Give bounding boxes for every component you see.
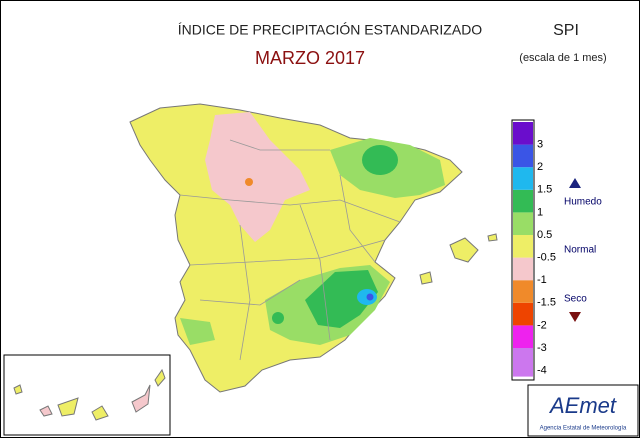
wet-spot [272, 312, 284, 324]
legend-label: -3 [537, 342, 547, 354]
legend-label: -0.5 [537, 252, 556, 264]
index-name: SPI [553, 22, 579, 39]
canary-inset [3, 354, 171, 436]
legend-swatch [513, 348, 533, 377]
wet-area-sw [180, 318, 215, 345]
balearic-island [487, 233, 498, 242]
island [57, 397, 79, 417]
legend-label: -1 [537, 274, 547, 286]
legend-swatch [513, 144, 533, 168]
legend: -4-3-2-1.5-1-0.50.511.523 Humedo Normal … [511, 119, 602, 381]
logo-agency: Agencia Estatal de Meteorología [540, 426, 627, 432]
province-borders [179, 139, 401, 361]
normal-label: Normal [564, 245, 596, 256]
legend-label: 0.5 [537, 229, 552, 241]
wet-label: Humedo [564, 197, 602, 208]
legend-label: 3 [537, 139, 543, 151]
logo-name: AEmet [548, 393, 617, 418]
dry-spot [245, 178, 253, 186]
dry-area [205, 112, 310, 242]
legend-label: -2 [537, 319, 547, 331]
legend-swatch [513, 122, 533, 145]
legend-frame [511, 119, 535, 381]
title: ÍNDICE DE PRECIPITACIÓN ESTANDARIZADO [178, 22, 483, 38]
legend-swatch [513, 189, 533, 213]
legend-label: 2 [537, 161, 543, 173]
legend-swatch [513, 280, 533, 303]
balearic-island [419, 271, 433, 285]
legend-label: 1 [537, 206, 543, 218]
inset-frame [3, 354, 171, 436]
legend-swatch [513, 325, 533, 348]
balearic-island [449, 237, 479, 263]
legend-label: -4 [537, 365, 547, 377]
dry-arrow [569, 312, 581, 322]
logo-frame [527, 384, 639, 437]
legend-swatch [513, 167, 533, 190]
legend-label: 1.5 [537, 184, 552, 196]
legend-swatch [513, 302, 533, 326]
legend-swatch [513, 257, 533, 281]
island [131, 384, 151, 413]
wet-blue [366, 293, 374, 301]
dry-label: Seco [564, 294, 587, 305]
subtitle: MARZO 2017 [255, 48, 365, 68]
wet-arrow [569, 178, 581, 188]
scale-note: (escala de 1 mes) [519, 52, 606, 64]
wet-core-ne [362, 145, 398, 175]
island [13, 384, 23, 395]
island [39, 405, 53, 417]
peninsula [129, 103, 498, 393]
island [91, 405, 109, 421]
island [154, 368, 166, 387]
legend-swatch [513, 235, 533, 258]
logo: AEmet Agencia Estatal de Meteorología [527, 384, 639, 437]
legend-label: -1.5 [537, 297, 556, 309]
legend-swatch [513, 212, 533, 235]
